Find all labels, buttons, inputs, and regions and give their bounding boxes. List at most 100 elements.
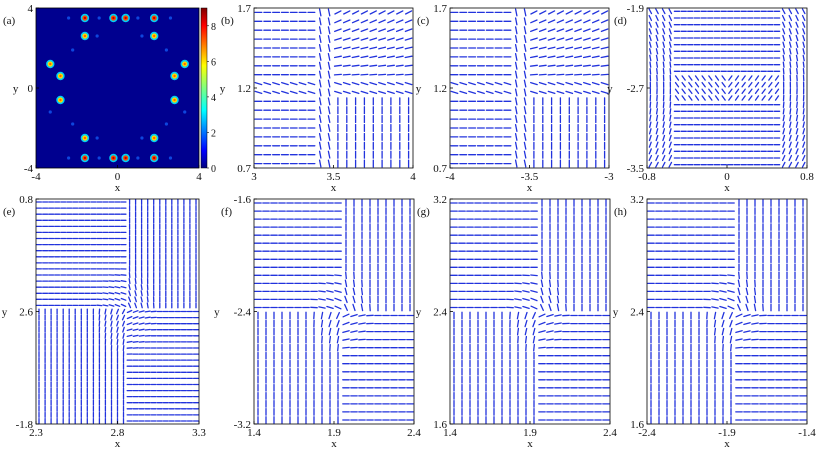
quiver-arrow bbox=[674, 81, 680, 88]
quiver-arrow bbox=[326, 297, 334, 301]
panel-b: (b) 3 3.5 4 x 1.7 1.2 0.7 y bbox=[220, 3, 417, 194]
quiver-arrow bbox=[743, 330, 751, 333]
y-tick-label: 3.2 bbox=[630, 194, 644, 206]
quiver-arrow bbox=[108, 298, 115, 301]
y-axis-label: y bbox=[2, 307, 8, 319]
quiver-arrow bbox=[674, 75, 680, 81]
quiver-arrow bbox=[351, 19, 360, 24]
panel-g: (g) 1.4 1.9 2.4 x 3.2 2.4 1.6 y bbox=[416, 194, 618, 450]
quiver-arrow bbox=[395, 19, 404, 24]
quiver-arrow bbox=[128, 296, 132, 303]
quiver-arrow bbox=[648, 21, 652, 28]
quiver-arrow bbox=[351, 28, 360, 33]
quiver-arrow bbox=[523, 150, 527, 159]
quiver-arrow bbox=[334, 90, 342, 95]
quiver-arrow bbox=[655, 8, 659, 15]
quiver-arrow bbox=[351, 90, 360, 95]
quiver-arrow bbox=[768, 75, 773, 81]
quiver-arrow bbox=[681, 95, 686, 101]
quiver-arrow bbox=[334, 282, 342, 285]
quiver-arrow bbox=[730, 343, 732, 352]
quiver-arrow bbox=[342, 330, 350, 334]
quiver-arrow bbox=[140, 290, 143, 297]
quiver-arrow bbox=[546, 313, 554, 318]
y-axis-label: y bbox=[214, 307, 220, 319]
quiver-arrow bbox=[655, 41, 659, 48]
quiver-arrow bbox=[132, 328, 139, 331]
quiver-arrow bbox=[514, 141, 518, 150]
quiver-arrow bbox=[529, 46, 538, 50]
quiver-arrow bbox=[782, 48, 785, 55]
quiver-arrow bbox=[565, 55, 574, 59]
quiver-arrow bbox=[547, 10, 556, 15]
quiver-arrow bbox=[395, 64, 404, 67]
x-axis-label: x bbox=[724, 438, 730, 450]
quiver-arrow bbox=[751, 314, 759, 317]
quiver-arrow bbox=[668, 148, 672, 155]
quiver-arrow bbox=[344, 287, 348, 296]
x-tick-label: 1.9 bbox=[327, 427, 341, 439]
quiver-arrow bbox=[378, 28, 386, 33]
quiver-arrow bbox=[369, 90, 378, 95]
quiver-arrow bbox=[661, 161, 666, 168]
quiver-arrow bbox=[110, 314, 113, 321]
quiver-arrow bbox=[327, 97, 331, 106]
quiver-arrow bbox=[782, 101, 785, 108]
quiver-arrow bbox=[556, 90, 565, 95]
quiver-arrow bbox=[782, 108, 785, 115]
quiver-arrow bbox=[538, 73, 547, 76]
quiver-arrow bbox=[538, 330, 546, 334]
heatmap-peak-core bbox=[124, 16, 127, 20]
quiver-arrow bbox=[344, 303, 348, 312]
quiver-arrow bbox=[327, 52, 331, 61]
quiver-arrow bbox=[711, 306, 719, 309]
quiver-arrow bbox=[714, 81, 720, 88]
plot-background bbox=[647, 8, 807, 168]
quiver-arrow bbox=[318, 141, 322, 150]
quiver-arrow bbox=[289, 90, 298, 95]
quiver-arrow bbox=[514, 115, 518, 124]
quiver-arrow bbox=[378, 10, 386, 15]
quiver-arrow bbox=[721, 81, 726, 88]
quiver-arrows bbox=[450, 199, 610, 424]
quiver-arrow bbox=[656, 101, 658, 108]
quiver-arrow bbox=[789, 114, 792, 122]
quiver-arrow bbox=[600, 64, 609, 67]
quiver-arrow bbox=[122, 332, 125, 339]
quiver-arrow bbox=[318, 26, 322, 35]
quiver-arrow bbox=[320, 327, 324, 336]
quiver-arrow bbox=[668, 134, 672, 142]
quiver-arrow bbox=[795, 134, 799, 142]
quiver-arrows bbox=[254, 199, 414, 424]
quiver-arrow bbox=[369, 19, 378, 24]
x-tick-label: -2.4 bbox=[638, 427, 656, 439]
quiver-arrow bbox=[574, 19, 582, 24]
quiver-arrow bbox=[318, 124, 322, 132]
x-tick-label: 4 bbox=[410, 171, 416, 183]
quiver-arrow bbox=[350, 338, 358, 341]
quiver-arrow bbox=[655, 154, 659, 162]
quiver-arrow bbox=[556, 287, 560, 296]
quiver-arrow bbox=[729, 311, 733, 320]
quiver-arrow bbox=[547, 64, 556, 67]
quiver-arrow bbox=[668, 34, 672, 42]
quiver-arrow bbox=[802, 101, 805, 108]
quiver-arrow bbox=[669, 68, 672, 75]
quiver-arrow bbox=[547, 73, 556, 76]
quiver-arrow bbox=[582, 64, 591, 67]
x-tick-label: 2.4 bbox=[407, 427, 421, 439]
quiver-arrow bbox=[334, 19, 342, 24]
quiver-arrow bbox=[344, 295, 348, 304]
quiver-arrow bbox=[734, 75, 740, 81]
x-tick-label: -4 bbox=[31, 171, 41, 183]
quiver-arrow bbox=[538, 338, 546, 341]
quiver-arrow bbox=[516, 327, 520, 336]
quiver-arrow bbox=[395, 73, 404, 76]
quiver-arrow bbox=[138, 316, 145, 319]
panel-d: (d) -0.8 0 0.8 x -1.9 -2.7 -3.5 y bbox=[607, 3, 814, 194]
panel-c: (c) -4 -3.5 -3 x 1.7 1.2 0.7 y bbox=[416, 3, 614, 194]
quiver-arrow bbox=[782, 134, 786, 142]
quiver-arrow bbox=[802, 128, 806, 135]
quiver-arrow bbox=[649, 121, 652, 128]
quiver-arrow bbox=[774, 81, 780, 88]
